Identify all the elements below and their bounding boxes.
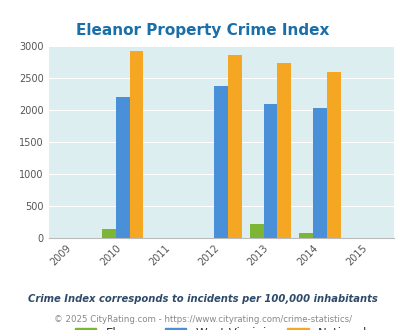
Bar — [214, 86, 228, 238]
Bar — [249, 224, 263, 238]
Bar — [129, 51, 143, 238]
Bar — [326, 72, 340, 238]
Bar — [102, 229, 115, 238]
Bar — [298, 233, 312, 238]
Text: © 2025 CityRating.com - https://www.cityrating.com/crime-statistics/: © 2025 CityRating.com - https://www.city… — [54, 315, 351, 324]
Bar — [115, 97, 129, 238]
Bar — [312, 108, 326, 238]
Bar — [228, 55, 241, 238]
Bar — [263, 104, 277, 238]
Legend: Eleanor, West Virginia, National: Eleanor, West Virginia, National — [71, 324, 370, 330]
Text: Eleanor Property Crime Index: Eleanor Property Crime Index — [76, 23, 329, 38]
Text: Crime Index corresponds to incidents per 100,000 inhabitants: Crime Index corresponds to incidents per… — [28, 294, 377, 304]
Bar — [277, 63, 290, 238]
